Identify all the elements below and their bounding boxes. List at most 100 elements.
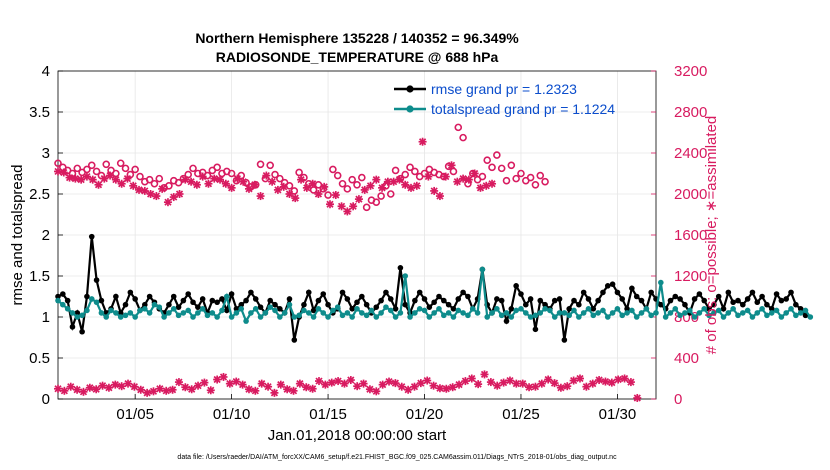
rmse-point xyxy=(571,297,577,304)
asterisk-stroke xyxy=(506,376,514,385)
assimilated-obs-marker xyxy=(233,174,242,183)
assimilated-obs-marker xyxy=(135,185,144,194)
spread-point xyxy=(55,297,61,304)
spread-point xyxy=(315,306,322,312)
rmse-point xyxy=(494,296,500,302)
assimilated-obs-marker xyxy=(163,198,172,207)
asterisk-stroke xyxy=(216,176,224,184)
assimilated-obs-marker xyxy=(493,381,502,390)
asterisk-stroke xyxy=(531,383,540,391)
assimilated-obs-marker xyxy=(88,175,97,184)
rmse-point xyxy=(397,265,404,271)
assimilated-obs-marker xyxy=(378,183,387,192)
spread-point xyxy=(436,306,442,312)
y-left-tick-label: 2 xyxy=(42,227,50,244)
rmse-point xyxy=(378,297,384,304)
asterisk-stroke xyxy=(366,385,374,393)
spread-point xyxy=(305,310,312,316)
rmse-point xyxy=(286,296,293,302)
asterisk-stroke xyxy=(423,376,431,385)
asterisk-stroke xyxy=(372,387,380,395)
assimilated-obs-marker xyxy=(232,377,241,386)
asterisk-stroke xyxy=(152,192,160,200)
asterisk-stroke xyxy=(60,168,68,177)
rmse-point xyxy=(527,296,534,302)
assimilated-obs-marker xyxy=(453,177,462,186)
rmse-point xyxy=(117,310,124,316)
rmse-point xyxy=(715,293,722,300)
assimilated-obs-marker xyxy=(270,388,279,397)
asterisk-stroke xyxy=(83,172,91,181)
assimilated-obs-marker xyxy=(204,179,213,188)
asterisk-stroke xyxy=(106,171,114,180)
asterisk-stroke xyxy=(245,185,253,193)
spread-point xyxy=(79,312,85,319)
rmse-point xyxy=(93,277,100,283)
asterisk-stroke xyxy=(296,380,304,388)
assimilated-obs-marker xyxy=(225,379,234,388)
spread-point xyxy=(74,314,81,320)
assimilated-obs-marker xyxy=(308,179,317,188)
asterisk-stroke xyxy=(291,194,299,202)
asterisk-stroke xyxy=(71,175,79,183)
spread-point xyxy=(595,310,601,316)
possible-obs-marker xyxy=(73,164,82,173)
spread-point xyxy=(368,307,375,314)
rmse-point xyxy=(180,297,187,304)
asterisk-stroke xyxy=(557,384,565,392)
y-right-tick-label: 400 xyxy=(674,350,699,367)
asterisk-stroke xyxy=(256,192,265,200)
spread-point xyxy=(142,306,148,312)
assimilated-obs-marker xyxy=(71,174,80,183)
assimilated-obs-marker xyxy=(359,379,368,388)
spread-point xyxy=(373,314,380,320)
asterisk-stroke xyxy=(289,387,298,395)
spread-point xyxy=(547,307,553,314)
assimilated-obs-marker xyxy=(470,169,479,178)
asterisk-stroke xyxy=(320,183,328,191)
assimilated-obs-marker xyxy=(210,174,219,183)
rmse-point xyxy=(513,283,519,289)
spread-point xyxy=(551,314,558,320)
rmse-point xyxy=(190,299,196,306)
spread-point xyxy=(127,310,134,316)
asterisk-stroke xyxy=(436,384,444,392)
asterisk-stroke xyxy=(297,176,305,184)
assimilated-obs-marker xyxy=(412,181,421,190)
asterisk-stroke xyxy=(129,182,137,190)
legend: rmse grand pr = 1.2323 totalspread grand… xyxy=(394,81,615,117)
rmse-point xyxy=(701,297,708,304)
spread-point xyxy=(310,314,317,320)
asterisk-stroke xyxy=(465,176,473,184)
rmse-point xyxy=(252,296,259,302)
asterisk-stroke xyxy=(563,382,571,390)
y-right-tick-label: 2400 xyxy=(674,145,707,162)
footer-data-file: data file: /Users/raeder/DAI/ATM_forcXX/… xyxy=(177,454,617,461)
assimilated-obs-marker xyxy=(104,383,113,392)
asterisk-stroke xyxy=(118,180,126,188)
possible-obs-marker xyxy=(126,170,135,179)
spread-point xyxy=(426,314,433,320)
spread-point xyxy=(793,312,799,319)
y-right-tick-label: 3200 xyxy=(674,63,707,80)
asterisk-stroke xyxy=(285,190,294,198)
spread-point xyxy=(585,306,592,312)
spread-point xyxy=(84,307,90,314)
assimilated-obs-marker xyxy=(360,185,369,194)
spread-point xyxy=(204,312,211,319)
possible-obs-marker xyxy=(266,161,274,170)
spread-point xyxy=(532,312,539,319)
possible-obs-marker xyxy=(150,179,159,188)
assimilated-obs-marker xyxy=(158,184,167,193)
spread-point xyxy=(103,314,110,320)
rmse-point xyxy=(238,301,245,308)
assimilated-obs-marker xyxy=(424,172,433,181)
y-left-tick-label: 4 xyxy=(42,63,50,80)
asterisk-stroke xyxy=(92,385,100,393)
assimilated-obs-marker xyxy=(111,175,120,184)
assimilated-obs-marker xyxy=(365,385,374,394)
rmse-point xyxy=(277,306,283,312)
assimilated-obs-marker xyxy=(181,383,190,392)
assimilated-obs-marker xyxy=(327,378,336,387)
spread-point xyxy=(576,314,582,320)
